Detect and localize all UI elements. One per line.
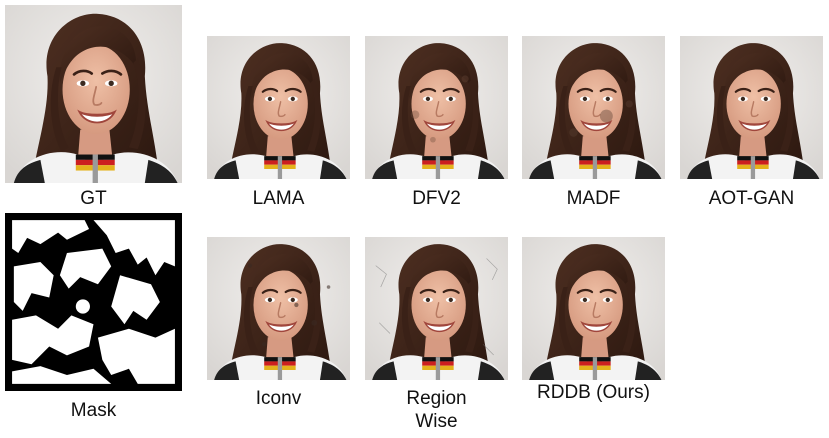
gt-image [5,5,182,183]
iconv-image [207,237,350,380]
rddb-caption: RDDB (Ours) [537,382,650,403]
rddb-image [522,237,665,380]
lama-caption: LAMA [252,188,305,209]
dfv2-caption: DFV2 [412,188,461,209]
gt-caption: GT [80,188,107,209]
lama-image [207,36,350,179]
dfv2-image [365,36,508,179]
aotgan-caption: AOT-GAN [708,188,795,209]
region-wise-caption-line2: Wise [415,411,458,432]
madf-image [522,36,665,179]
mask-image [5,213,182,391]
madf-caption: MADF [566,188,621,209]
region-wise-caption-line1: Region [406,388,467,409]
mask-caption: Mask [70,400,117,421]
aotgan-image [680,36,823,179]
iconv-caption: Iconv [255,388,302,409]
region-wise-image [365,237,508,380]
region-wise-caption: Region Wise [365,387,508,433]
